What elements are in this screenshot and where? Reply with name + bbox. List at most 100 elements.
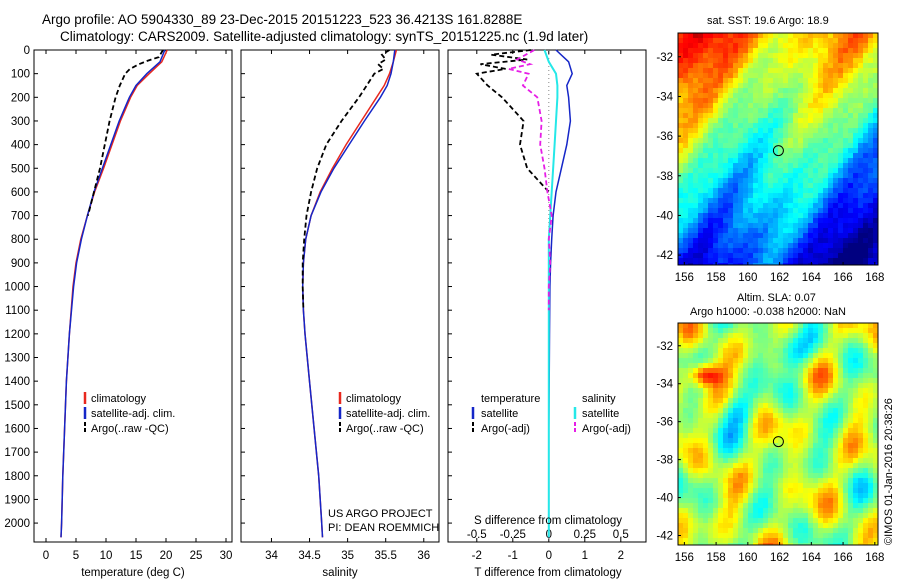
heatmap-cell	[678, 518, 684, 524]
heatmap-cell	[788, 158, 794, 164]
heatmap-cell	[733, 203, 739, 209]
heatmap-cell	[738, 398, 744, 404]
heatmap-cell	[703, 68, 709, 74]
heatmap-cell	[708, 393, 714, 399]
heatmap-cell	[738, 73, 744, 79]
heatmap-cell	[803, 538, 809, 544]
heatmap-cell	[833, 228, 839, 234]
heatmap-cell	[713, 368, 719, 374]
heatmap-cell	[678, 248, 684, 254]
heatmap-cell	[818, 463, 824, 469]
heatmap-cell	[778, 423, 784, 429]
heatmap-cell	[848, 363, 854, 369]
heatmap-cell	[818, 53, 824, 59]
heatmap-cell	[708, 463, 714, 469]
series-line-argo---raw--qc-	[87, 49, 164, 216]
heatmap-cell	[868, 378, 874, 384]
heatmap-cell	[748, 503, 754, 509]
heatmap-cell	[693, 473, 699, 479]
heatmap-cell	[733, 243, 739, 249]
heatmap-cell	[698, 183, 704, 189]
heatmap-cell	[718, 213, 724, 219]
heatmap-cell	[703, 458, 709, 464]
heatmap-cell	[803, 483, 809, 489]
heatmap-cell	[728, 383, 734, 389]
heatmap-cell	[693, 248, 699, 254]
heatmap-cell	[798, 488, 804, 494]
heatmap-cell	[743, 503, 749, 509]
heatmap-cell	[688, 413, 694, 419]
heatmap-cell	[758, 158, 764, 164]
heatmap-cell	[678, 528, 684, 534]
heatmap-cell	[683, 78, 689, 84]
heatmap-cell	[748, 118, 754, 124]
heatmap-cell	[683, 263, 689, 265]
heatmap-cell	[803, 168, 809, 174]
heatmap-cell	[743, 193, 749, 199]
heatmap-cell	[763, 393, 769, 399]
salinity-x-label: salinity	[322, 567, 357, 579]
heatmap-cell	[708, 213, 714, 219]
heatmap-cell	[828, 333, 834, 339]
heatmap-cell	[693, 348, 699, 354]
heatmap-cell	[713, 63, 719, 69]
heatmap-cell	[763, 263, 769, 265]
heatmap-cell	[683, 113, 689, 119]
heatmap-cell	[718, 368, 724, 374]
heatmap-cell	[713, 223, 719, 229]
heatmap-cell	[808, 248, 814, 254]
heatmap-cell	[753, 68, 759, 74]
heatmap-cell	[863, 88, 869, 94]
heatmap-cell	[868, 408, 874, 414]
heatmap-cell	[708, 63, 714, 69]
heatmap-cell	[813, 113, 819, 119]
heatmap-cell	[828, 248, 834, 254]
heatmap-cell	[718, 353, 724, 359]
heatmap-cell	[708, 98, 714, 104]
heatmap-cell	[683, 183, 689, 189]
heatmap-cell	[703, 333, 709, 339]
heatmap-cell	[868, 223, 874, 229]
heatmap-cell	[788, 123, 794, 129]
heatmap-cell	[873, 248, 878, 254]
heatmap-cell	[758, 368, 764, 374]
heatmap-cell	[728, 493, 734, 499]
heatmap-cell	[683, 388, 689, 394]
heatmap-cell	[718, 158, 724, 164]
heatmap-cell	[738, 403, 744, 409]
heatmap-cell	[758, 213, 764, 219]
heatmap-cell	[803, 88, 809, 94]
heatmap-cell	[753, 38, 759, 44]
heatmap-cell	[728, 463, 734, 469]
heatmap-cell	[863, 98, 869, 104]
heatmap-cell	[858, 323, 864, 329]
heatmap-cell	[823, 378, 829, 384]
heatmap-cell	[773, 73, 779, 79]
heatmap-cell	[813, 528, 819, 534]
heatmap-cell	[788, 148, 794, 154]
heatmap-cell	[838, 243, 844, 249]
heatmap-cell	[843, 488, 849, 494]
heatmap-cell	[768, 463, 774, 469]
heatmap-cell	[853, 528, 859, 534]
heatmap-cell	[733, 543, 739, 545]
heatmap-cell	[783, 33, 789, 39]
heatmap-cell	[793, 173, 799, 179]
heatmap-cell	[848, 443, 854, 449]
heatmap-cell	[803, 248, 809, 254]
heatmap-cell	[793, 98, 799, 104]
heatmap-cell	[853, 108, 859, 114]
heatmap-cell	[773, 108, 779, 114]
heatmap-cell	[803, 103, 809, 109]
heatmap-cell	[823, 143, 829, 149]
heatmap-cell	[843, 68, 849, 74]
heatmap-cell	[718, 443, 724, 449]
heatmap-cell	[763, 73, 769, 79]
heatmap-cell	[698, 463, 704, 469]
heatmap-cell	[708, 198, 714, 204]
heatmap-cell	[808, 528, 814, 534]
heatmap-cell	[793, 218, 799, 224]
heatmap-cell	[748, 163, 754, 169]
heatmap-cell	[688, 153, 694, 159]
heatmap-cell	[843, 248, 849, 254]
